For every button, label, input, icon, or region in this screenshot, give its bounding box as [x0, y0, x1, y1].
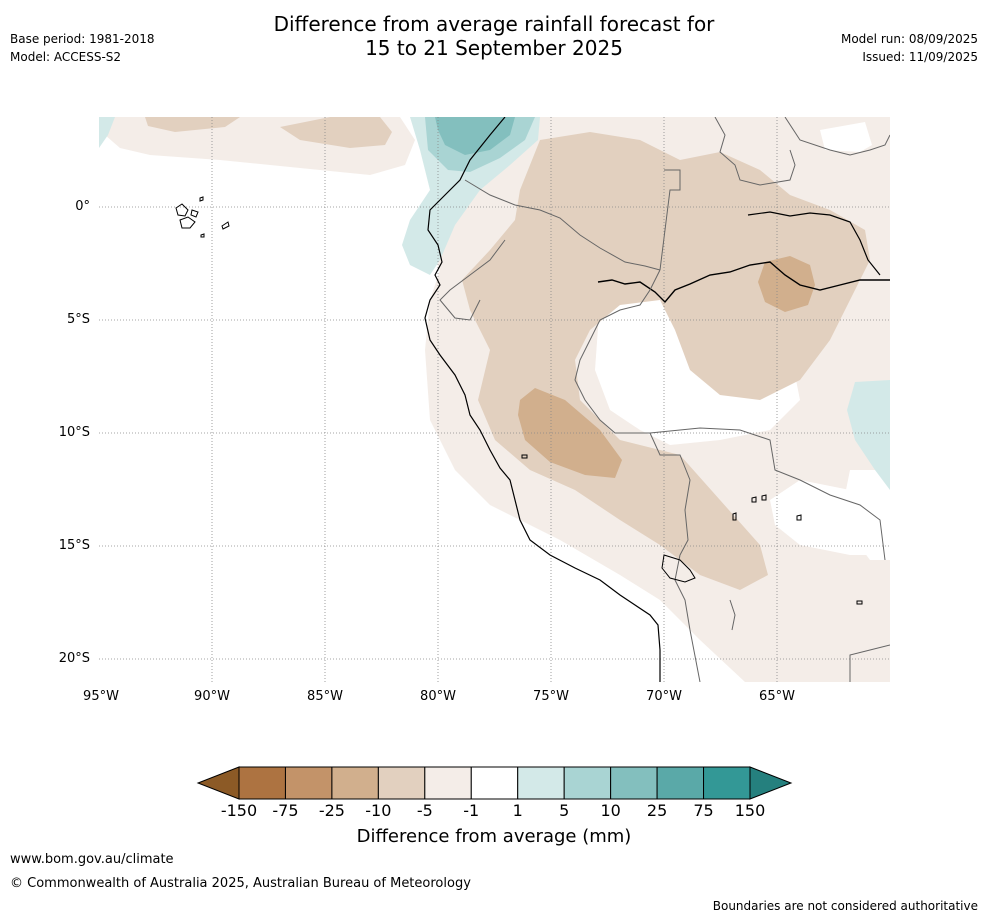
colorbar-cell	[377, 766, 426, 800]
lat-label-20s: 20°S	[58, 651, 90, 666]
anomaly-shading	[99, 117, 890, 682]
colorbar-cell	[563, 766, 612, 800]
colorbar-cell	[703, 766, 751, 800]
colorbar-tick-label: 5	[559, 801, 570, 820]
rio-negro	[747, 211, 881, 276]
lat-label-0: 0°	[75, 199, 90, 214]
model-run: Model run: 08/09/2025	[840, 32, 978, 46]
footer-url: www.bom.gov.au/climate	[10, 852, 174, 867]
lakes	[521, 454, 863, 605]
title-line-1: Difference from average rainfall forecas…	[273, 12, 715, 36]
colorbar-tick-label: -75	[272, 801, 299, 820]
coastline	[424, 117, 661, 682]
colorbar-tick-label: -150	[220, 801, 258, 820]
lon-label-70w: 70°W	[646, 689, 682, 704]
colorbar-tick-label: -10	[365, 801, 392, 820]
lat-label-10s: 10°S	[58, 425, 90, 440]
base-period: Base period: 1981-2018	[10, 32, 155, 46]
colorbar-cell	[284, 766, 333, 800]
gridlines	[99, 117, 890, 682]
shade-medium-brown-nw2	[280, 117, 392, 148]
shade-teal-light-nw	[99, 117, 115, 148]
lat-label-15s: 15°S	[58, 538, 90, 553]
shade-light-brown-sw-gap	[770, 480, 885, 555]
colorbar-tick-label: 150	[734, 801, 766, 820]
colorbar-cell	[610, 766, 658, 800]
meta-left: Base period: 1981-2018 Model: ACCESS-S2	[10, 30, 155, 66]
colorbar-tick-label: 10	[600, 801, 621, 820]
shade-teal-light-east	[847, 380, 890, 490]
colorbar-tick-label: 25	[646, 801, 668, 820]
colorbar-cells	[196, 766, 793, 800]
colorbar-extend-high	[749, 766, 793, 800]
colorbar-tick-label: 1	[512, 801, 523, 820]
issued-date: Issued: 11/09/2025	[862, 50, 978, 64]
title-line-2: 15 to 21 September 2025	[365, 36, 623, 60]
lon-label-85w: 85°W	[307, 689, 343, 704]
shade-medium-brown-main	[462, 132, 870, 590]
colorbar-cell	[517, 766, 565, 800]
shade-dark-brown-east	[758, 256, 815, 312]
chart-title: Difference from average rainfall forecas…	[0, 12, 988, 60]
model-name: Model: ACCESS-S2	[10, 50, 122, 64]
colorbar-title: Difference from average (mm)	[356, 826, 632, 847]
colorbar-cell	[238, 766, 286, 800]
footer-disclaimer: Boundaries are not considered authoritat…	[712, 899, 978, 913]
colorbar-cell	[656, 766, 705, 800]
meta-right: Model run: 08/09/2025 Issued: 11/09/2025	[841, 30, 978, 66]
lon-label-90w: 90°W	[194, 689, 230, 704]
shade-medium-brown-nw1	[145, 117, 240, 132]
colorbar-tick-label: -25	[318, 801, 345, 820]
colorbar-tick-label: -1	[463, 801, 480, 820]
shade-white-ne	[820, 122, 872, 152]
colorbar-tick-label: 75	[693, 801, 714, 820]
footer-copyright: © Commonwealth of Australia 2025, Austra…	[10, 876, 471, 891]
country-borders	[439, 117, 890, 682]
galapagos-islands	[175, 196, 230, 238]
amazon-river	[597, 261, 890, 304]
lat-label-5s: 5°S	[66, 312, 90, 327]
colorbar-cell	[470, 766, 519, 800]
colorbar-tick-label: -5	[416, 801, 433, 820]
colorbar-cell	[424, 766, 472, 800]
lon-label-75w: 75°W	[533, 689, 569, 704]
colorbar-cell	[331, 766, 379, 800]
shade-teal-dark	[435, 117, 515, 155]
colorbar-extend-low	[196, 766, 240, 800]
lon-label-80w: 80°W	[420, 689, 456, 704]
lon-label-65w: 65°W	[759, 689, 795, 704]
lon-label-95w: 95°W	[83, 689, 119, 704]
